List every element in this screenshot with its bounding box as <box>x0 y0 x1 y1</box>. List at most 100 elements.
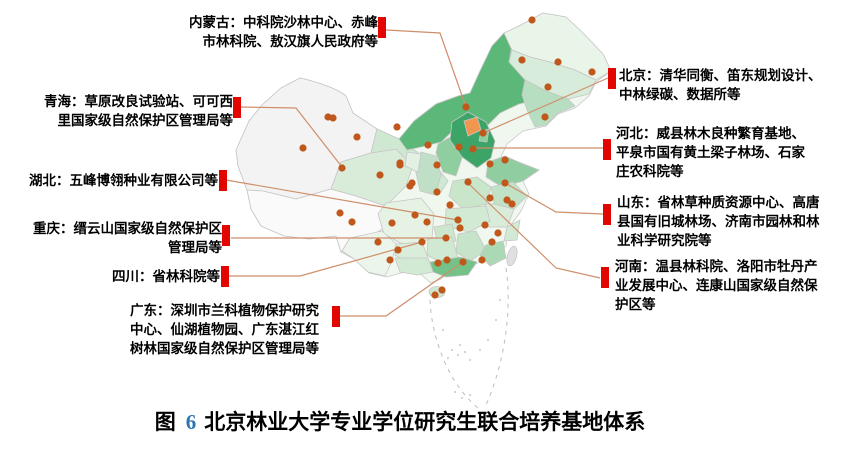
base-location-dot <box>438 286 446 294</box>
base-location-dot <box>479 129 487 137</box>
base-location-dot <box>348 218 356 226</box>
base-location-dot <box>486 194 494 202</box>
leader-line-guangdong <box>340 261 464 317</box>
base-location-dot <box>418 238 426 246</box>
red-marker-qinghai <box>233 97 241 118</box>
base-location-dot <box>388 219 396 227</box>
province-beijing <box>463 116 482 137</box>
red-marker-chongqing <box>222 225 230 246</box>
base-location-dot <box>464 178 472 186</box>
base-location-dot <box>431 291 439 299</box>
province-jiangsu <box>490 181 528 210</box>
red-marker-henan <box>601 267 609 288</box>
leader-line-hubei <box>225 179 459 221</box>
leader-line-shandong <box>504 182 604 215</box>
label-henan: 河南：温县林科院、洛阳市牡丹产业发展中心、连康山国家级自然保护区等 <box>615 259 818 312</box>
base-location-dot <box>544 83 552 91</box>
base-location-dot <box>501 156 509 164</box>
base-location-dot <box>469 145 477 153</box>
base-location-dot <box>374 238 382 246</box>
base-location-dot <box>501 179 509 187</box>
province-guangxi <box>394 257 434 276</box>
base-location-dot <box>336 209 344 217</box>
province-ningxia <box>404 151 422 173</box>
base-location-dot <box>411 211 419 219</box>
leader-line-neimenggu <box>385 29 467 108</box>
label-beijing: 北京：清华同衡、笛东规划设计、中林绿碳、数据所等 <box>619 68 822 102</box>
label-sichuan: 四川：省林科院等 <box>112 269 220 284</box>
base-location-dot <box>353 133 361 141</box>
base-location-dot <box>488 238 496 246</box>
base-location-dot <box>462 103 470 111</box>
base-location-dot <box>503 196 511 204</box>
red-marker-neimenggu <box>378 17 386 38</box>
base-location-dot <box>423 218 431 226</box>
figure-caption: 图 6 北京林业大学专业学位研究生联合培养基地体系 <box>0 406 800 436</box>
province-liaoning <box>521 79 576 128</box>
base-location-dot <box>478 256 486 264</box>
province-fujian <box>479 240 507 267</box>
base-location-dot <box>376 171 384 179</box>
base-location-dot <box>494 229 502 237</box>
figure-number: 6 <box>185 410 197 434</box>
label-chongqing: 重庆：缙云山国家级自然保护区管理局等 <box>33 221 222 255</box>
base-location-dot <box>394 246 402 254</box>
label-guangdong: 广东：深圳市兰科植物保护研究中心、仙湖植物园、广东湛江红树林国家级自然保护区管理… <box>130 303 319 356</box>
leader-line-beijing <box>482 77 609 134</box>
province-taiwan <box>506 245 518 267</box>
base-location-dot <box>528 16 536 24</box>
province-shandong <box>485 155 540 188</box>
base-location-dot <box>588 68 596 76</box>
province-jiangxi <box>455 230 487 262</box>
leader-line-qinghai <box>240 106 343 168</box>
south-china-sea-dashes <box>429 267 509 409</box>
base-location-dot <box>443 256 451 264</box>
leader-line-henan <box>467 182 601 279</box>
province-zhejiang <box>503 219 521 242</box>
base-location-dot <box>433 188 441 196</box>
figure-caption-title: 北京林业大学专业学位研究生联合培养基地体系 <box>204 410 646 434</box>
province-jilin <box>508 49 597 100</box>
base-location-dot <box>386 256 394 264</box>
figure-caption-prefix: 图 <box>154 410 176 434</box>
label-shandong: 山东：省林草种质资源中心、高唐县国有旧城林场、济南市园林和林业科学研究院等 <box>617 195 820 248</box>
base-location-dot <box>481 221 489 229</box>
base-location-dot <box>396 159 404 167</box>
base-location-dot <box>393 123 401 131</box>
base-location-dot <box>442 234 450 242</box>
label-hebei: 河北：威县林木良种繁育基地、平泉市国有黄土梁子林场、石家庄农科院等 <box>616 126 805 179</box>
province-hebei <box>449 111 496 169</box>
base-location-dot <box>324 113 332 121</box>
base-location-dot <box>338 164 346 172</box>
base-location-dot <box>541 113 549 121</box>
base-location-dot <box>406 182 414 190</box>
base-location-dot <box>459 258 467 266</box>
base-location-dot <box>434 259 442 267</box>
base-location-dot <box>424 141 432 149</box>
base-location-dot <box>486 160 494 168</box>
label-qinghai: 青海：草原改良试验站、可可西里国家级自然保护区管理局等 <box>44 94 233 128</box>
red-marker-hebei <box>603 139 611 160</box>
base-location-dot <box>455 143 463 151</box>
red-marker-sichuan <box>221 266 229 287</box>
red-marker-shandong <box>603 204 611 225</box>
red-marker-beijing <box>608 68 616 89</box>
label-hubei: 湖北：五峰博翎种业有限公司等 <box>29 173 218 188</box>
base-location-dot <box>446 201 454 209</box>
province-hubei <box>444 205 491 233</box>
base-location-dot <box>299 144 307 152</box>
leader-line-sichuan <box>229 241 423 277</box>
base-location-dot <box>456 224 464 232</box>
red-marker-guangdong <box>332 306 340 327</box>
base-location-dot <box>518 56 526 64</box>
south-china-sea-islets <box>442 299 501 399</box>
base-location-dot <box>454 216 462 224</box>
base-location-dots <box>299 16 596 299</box>
label-neimenggu: 内蒙古：中科院沙林中心、赤峰市林科院、敖汉旗人民政府等 <box>189 15 378 49</box>
red-marker-hubei <box>219 170 227 191</box>
base-location-dot <box>508 200 516 208</box>
base-location-dot <box>433 161 441 169</box>
base-location-dot <box>554 58 562 66</box>
